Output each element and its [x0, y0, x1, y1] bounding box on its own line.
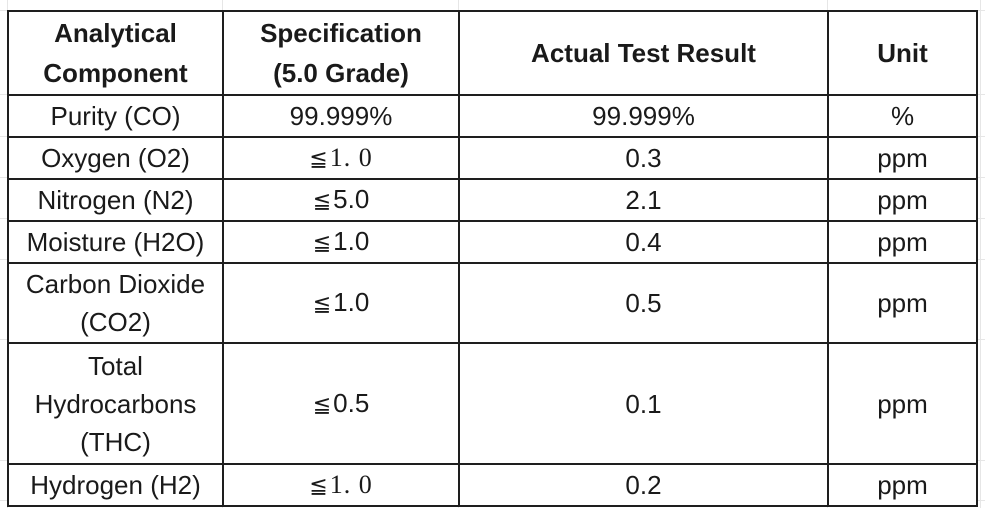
table-row-hydrogen: Hydrogen (H2) ≦1. 0 0.2 ppm [7, 463, 978, 507]
header-row: Analytical Component Specification (5.0 … [7, 10, 978, 96]
cell-spec[interactable]: ≦1. 0 [222, 136, 460, 180]
less-equal-symbol: ≦ [312, 391, 332, 417]
component-line: Carbon Dioxide [25, 269, 206, 299]
cell-unit[interactable]: ppm [827, 136, 978, 180]
cell-component[interactable]: Hydrogen (H2) [7, 463, 224, 507]
table-row-oxygen: Oxygen (O2) ≦1. 0 0.3 ppm [7, 136, 978, 180]
table-row-nitrogen: Nitrogen (N2) ≦5.0 2.1 ppm [7, 178, 978, 222]
header-label: Actual Test Result [531, 38, 756, 68]
header-label: Specification [260, 18, 422, 48]
cell-result[interactable]: 0.4 [458, 220, 829, 264]
cell-spec[interactable]: 99.999% [222, 94, 460, 138]
cell-spec[interactable]: ≦1.0 [222, 262, 460, 344]
less-equal-symbol: ≦ [309, 473, 328, 498]
less-equal-symbol: ≦ [312, 291, 332, 316]
spec-value: 0.5 [333, 387, 370, 418]
header-label: Analytical [54, 18, 177, 48]
table-row-purity: Purity (CO) 99.999% 99.999% % [7, 94, 978, 138]
cell-result[interactable]: 0.3 [458, 136, 829, 180]
cell-result[interactable]: 2.1 [458, 178, 829, 222]
spec-value: 1. 0 [329, 143, 373, 172]
spec-value: 1. 0 [329, 470, 373, 499]
cell-spec[interactable]: ≦1. 0 [222, 463, 460, 507]
header-specification[interactable]: Specification (5.0 Grade) [222, 10, 460, 96]
component-line: (CO2) [80, 307, 151, 337]
header-label: (5.0 Grade) [273, 58, 409, 88]
cell-component[interactable]: Nitrogen (N2) [7, 178, 224, 222]
header-unit[interactable]: Unit [827, 10, 978, 96]
cell-result[interactable]: 99.999% [458, 94, 829, 138]
cell-spec[interactable]: ≦0.5 [222, 342, 460, 465]
cell-unit[interactable]: ppm [827, 342, 978, 465]
cell-spec[interactable]: ≦1.0 [222, 220, 460, 264]
table-row-carbon-dioxide: Carbon Dioxide (CO2) ≦1.0 0.5 ppm [7, 262, 978, 344]
header-actual-test-result[interactable]: Actual Test Result [458, 10, 829, 96]
less-equal-symbol: ≦ [312, 230, 332, 255]
cell-component[interactable]: Oxygen (O2) [7, 136, 224, 180]
cell-unit[interactable]: ppm [827, 220, 978, 264]
spec-value: 1.0 [333, 287, 370, 317]
header-analytical-component[interactable]: Analytical Component [7, 10, 224, 96]
specification-table: Analytical Component Specification (5.0 … [7, 10, 978, 507]
header-label: Component [43, 58, 188, 88]
cell-component[interactable]: Total Hydrocarbons (THC) [7, 342, 224, 465]
component-line: Hydrocarbons [34, 388, 197, 419]
cell-result[interactable]: 0.2 [458, 463, 829, 507]
cell-spec[interactable]: ≦5.0 [222, 178, 460, 222]
less-equal-symbol: ≦ [309, 146, 328, 171]
cell-unit[interactable]: % [827, 94, 978, 138]
cell-component[interactable]: Moisture (H2O) [7, 220, 224, 264]
cell-component[interactable]: Carbon Dioxide (CO2) [7, 262, 224, 344]
spec-value: 1.0 [333, 226, 370, 256]
cell-unit[interactable]: ppm [827, 262, 978, 344]
less-equal-symbol: ≦ [312, 188, 332, 213]
cell-unit[interactable]: ppm [827, 463, 978, 507]
cell-unit[interactable]: ppm [827, 178, 978, 222]
header-label: Unit [877, 38, 928, 68]
component-line: Total [88, 350, 143, 381]
component-line: (THC) [80, 426, 151, 457]
cell-result[interactable]: 0.1 [458, 342, 829, 465]
table-row-moisture: Moisture (H2O) ≦1.0 0.4 ppm [7, 220, 978, 264]
cell-component[interactable]: Purity (CO) [7, 94, 224, 138]
spec-value: 5.0 [333, 184, 370, 214]
cell-result[interactable]: 0.5 [458, 262, 829, 344]
table-row-total-hydrocarbons: Total Hydrocarbons (THC) ≦0.5 0.1 ppm [7, 342, 978, 465]
